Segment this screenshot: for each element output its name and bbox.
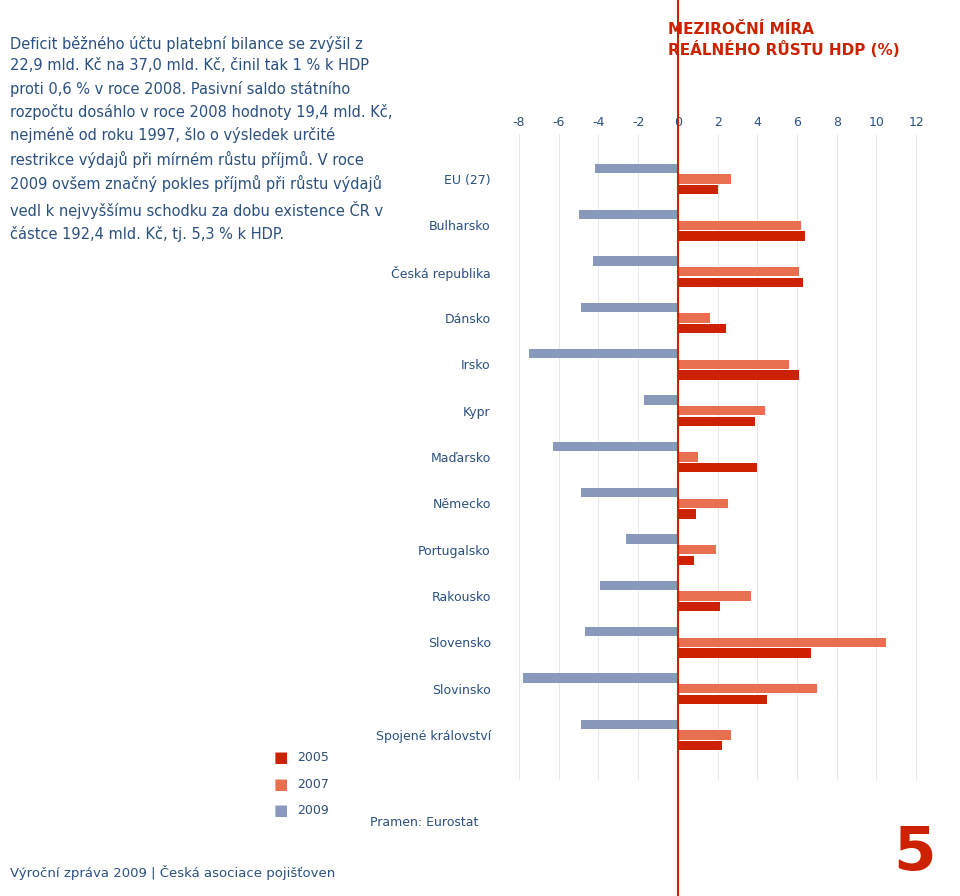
Bar xyxy=(678,220,801,230)
Text: Deficit běžného účtu platební bilance se zvýšil z
22,9 mld. Kč na 37,0 mld. Kč, : Deficit běžného účtu platební bilance se… xyxy=(10,36,392,242)
Text: 5: 5 xyxy=(894,823,936,883)
Bar xyxy=(678,602,720,611)
Bar xyxy=(678,591,752,600)
Text: ■: ■ xyxy=(274,777,288,791)
Bar xyxy=(678,406,765,415)
Bar xyxy=(678,185,718,194)
Bar xyxy=(581,303,678,312)
Bar xyxy=(626,534,678,544)
Text: ■: ■ xyxy=(274,750,288,764)
Bar xyxy=(523,673,678,683)
Bar xyxy=(600,581,678,590)
Bar xyxy=(678,638,886,647)
Text: 2007: 2007 xyxy=(298,778,329,790)
Text: Výroční zpráva 2009 | Česká asociace pojišťoven: Výroční zpráva 2009 | Česká asociace poj… xyxy=(10,865,335,880)
Bar xyxy=(678,545,715,555)
Text: ■: ■ xyxy=(274,804,288,818)
Bar xyxy=(581,719,678,728)
Bar xyxy=(644,395,678,405)
Bar xyxy=(678,231,805,241)
Bar xyxy=(678,694,767,704)
Bar xyxy=(678,741,722,750)
Text: 2005: 2005 xyxy=(298,751,329,763)
Bar xyxy=(678,730,732,739)
Bar xyxy=(678,499,728,508)
Bar xyxy=(678,649,811,658)
Bar xyxy=(678,175,732,184)
Bar xyxy=(581,488,678,497)
Bar xyxy=(678,324,726,333)
Bar xyxy=(594,164,678,173)
Bar xyxy=(678,556,694,564)
Bar xyxy=(678,314,709,323)
Bar xyxy=(678,267,799,276)
Bar xyxy=(592,256,678,265)
Bar xyxy=(678,684,817,694)
Bar xyxy=(678,452,698,461)
Bar xyxy=(678,463,757,472)
Bar xyxy=(529,349,678,358)
Bar xyxy=(678,278,803,287)
Text: 2009: 2009 xyxy=(298,805,329,817)
Bar xyxy=(585,627,678,636)
Bar xyxy=(678,509,696,519)
Bar xyxy=(553,442,678,451)
Bar xyxy=(678,370,799,380)
Bar xyxy=(579,210,678,220)
Bar xyxy=(678,417,756,426)
Bar xyxy=(678,359,789,369)
Text: Pramen: Eurostat: Pramen: Eurostat xyxy=(370,815,478,829)
Text: MEZIROČNÍ MÍRA
REÁLNÉHO RŮSTU HDP (%): MEZIROČNÍ MÍRA REÁLNÉHO RŮSTU HDP (%) xyxy=(668,22,900,58)
